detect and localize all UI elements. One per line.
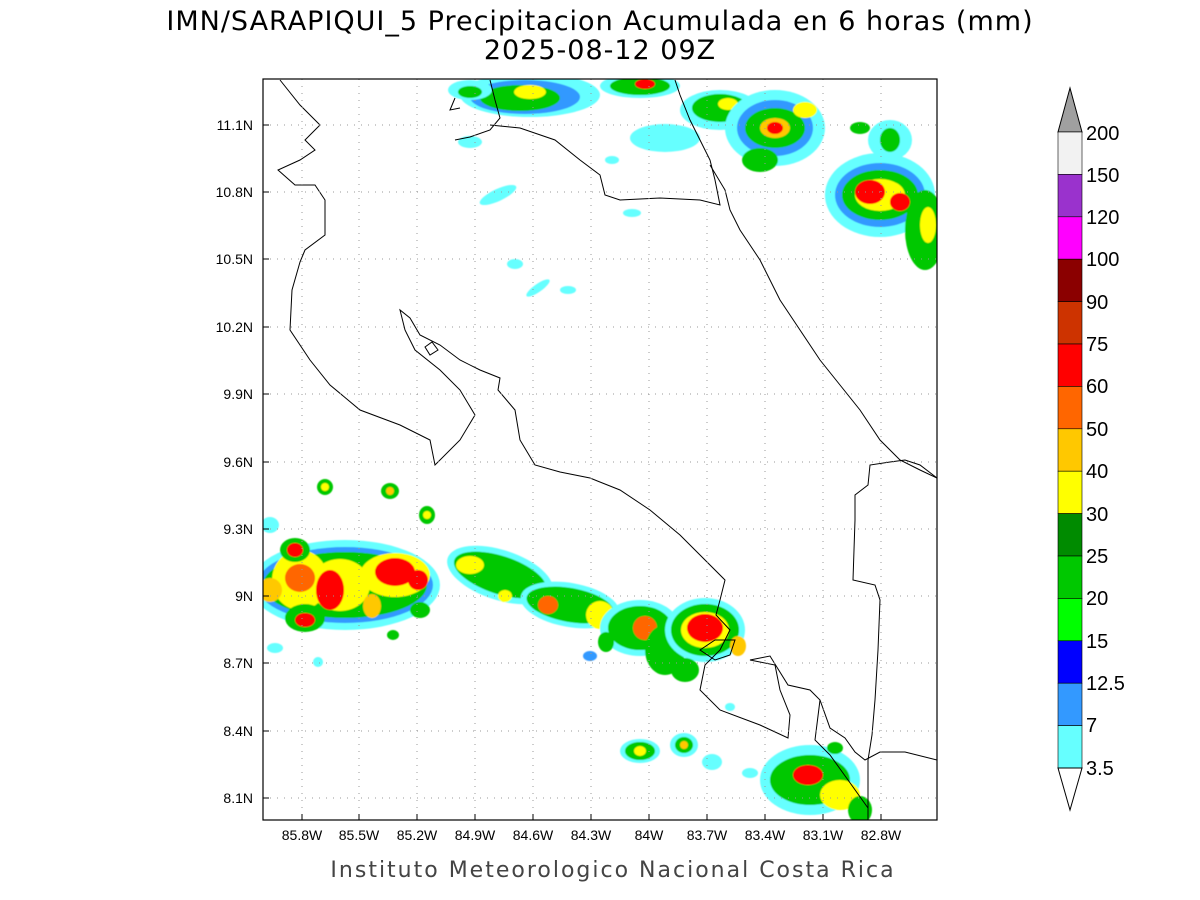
colorbar-label: 30 bbox=[1086, 504, 1108, 526]
y-tick-label: 8.1N bbox=[223, 790, 253, 806]
y-tick-label: 9.3N bbox=[223, 521, 253, 537]
y-tick-label: 9N bbox=[235, 588, 253, 604]
colorbar-label: 20 bbox=[1086, 588, 1108, 610]
y-tick-label: 9.9N bbox=[223, 386, 253, 402]
colorbar-label: 75 bbox=[1086, 334, 1108, 356]
precipitation-field bbox=[263, 79, 937, 820]
map-title-line2: 2025-08-12 09Z bbox=[484, 35, 716, 66]
y-tick-label: 8.7N bbox=[223, 655, 253, 671]
x-tick-label: 82.8W bbox=[861, 827, 902, 843]
colorbar-block bbox=[1057, 513, 1083, 557]
map-title-line1: IMN/SARAPIQUI_5 Precipitacion Acumulada … bbox=[166, 6, 1033, 37]
colorbar-label: 12.5 bbox=[1086, 673, 1125, 695]
colorbar-block bbox=[1057, 598, 1083, 642]
x-tick-label: 84W bbox=[635, 827, 665, 843]
x-tick-label: 83.4W bbox=[745, 827, 786, 843]
y-tick-label: 10.8N bbox=[216, 184, 253, 200]
x-tick-label: 83.7W bbox=[687, 827, 728, 843]
plot-frame bbox=[262, 78, 938, 821]
lat-lon-grid bbox=[263, 79, 937, 820]
colorbar-label: 60 bbox=[1086, 376, 1108, 398]
x-tick-label: 85.2W bbox=[397, 827, 438, 843]
colorbar-label: 90 bbox=[1086, 292, 1108, 314]
colorbar: 200 150 120 100 90 75 60 50 40 30 25 20 … bbox=[1057, 86, 1125, 812]
colorbar-over-triangle bbox=[1057, 86, 1083, 133]
colorbar-block bbox=[1057, 301, 1083, 345]
colorbar-label: 3.5 bbox=[1086, 758, 1114, 780]
colorbar-label: 7 bbox=[1086, 715, 1097, 737]
y-tick-label: 10.2N bbox=[216, 319, 253, 335]
colorbar-block bbox=[1057, 470, 1083, 514]
colorbar-label: 150 bbox=[1086, 165, 1119, 187]
colorbar-label: 25 bbox=[1086, 546, 1108, 568]
y-tick-label: 10.5N bbox=[216, 251, 253, 267]
colorbar-block bbox=[1057, 640, 1083, 684]
y-tick-label: 11.1N bbox=[217, 117, 253, 133]
x-tick-label: 85.5W bbox=[339, 827, 380, 843]
colorbar-labels: 200 150 120 100 90 75 60 50 40 30 25 20 … bbox=[1086, 123, 1125, 780]
colorbar-block bbox=[1057, 131, 1083, 175]
colorbar-block bbox=[1057, 682, 1083, 726]
colorbar-block bbox=[1057, 174, 1083, 218]
colorbar-under-triangle bbox=[1057, 767, 1083, 812]
colorbar-block bbox=[1057, 428, 1083, 472]
colorbar-label: 15 bbox=[1086, 631, 1108, 653]
x-tick-label: 84.6W bbox=[513, 827, 554, 843]
tick-marks bbox=[263, 124, 882, 820]
colorbar-label: 40 bbox=[1086, 461, 1108, 483]
y-axis-labels: 11.1N 10.8N 10.5N 10.2N 9.9N 9.6N 9.3N 9… bbox=[216, 117, 253, 806]
colorbar-label: 50 bbox=[1086, 419, 1108, 441]
colorbar-label: 200 bbox=[1086, 123, 1119, 145]
x-tick-label: 85.8W bbox=[282, 827, 323, 843]
y-tick-label: 9.6N bbox=[223, 454, 253, 470]
colorbar-block bbox=[1057, 386, 1083, 430]
x-tick-label: 83.1W bbox=[803, 827, 844, 843]
plot-area bbox=[263, 79, 937, 820]
x-tick-label: 84.3W bbox=[571, 827, 612, 843]
colorbar-label: 100 bbox=[1086, 249, 1119, 271]
colorbar-block bbox=[1057, 555, 1083, 599]
coastlines-and-borders bbox=[277, 79, 937, 820]
colorbar-block bbox=[1057, 216, 1083, 260]
colorbar-label: 120 bbox=[1086, 207, 1119, 229]
colorbar-block bbox=[1057, 725, 1083, 769]
y-tick-label: 8.4N bbox=[223, 723, 253, 739]
x-axis-labels: 85.8W 85.5W 85.2W 84.9W 84.6W 84.3W 84W … bbox=[282, 827, 902, 843]
x-tick-label: 84.9W bbox=[455, 827, 496, 843]
colorbar-block bbox=[1057, 258, 1083, 302]
colorbar-blocks bbox=[1057, 131, 1083, 769]
colorbar-block bbox=[1057, 343, 1083, 387]
footer-credit: Instituto Meteorologico Nacional Costa R… bbox=[330, 858, 895, 883]
